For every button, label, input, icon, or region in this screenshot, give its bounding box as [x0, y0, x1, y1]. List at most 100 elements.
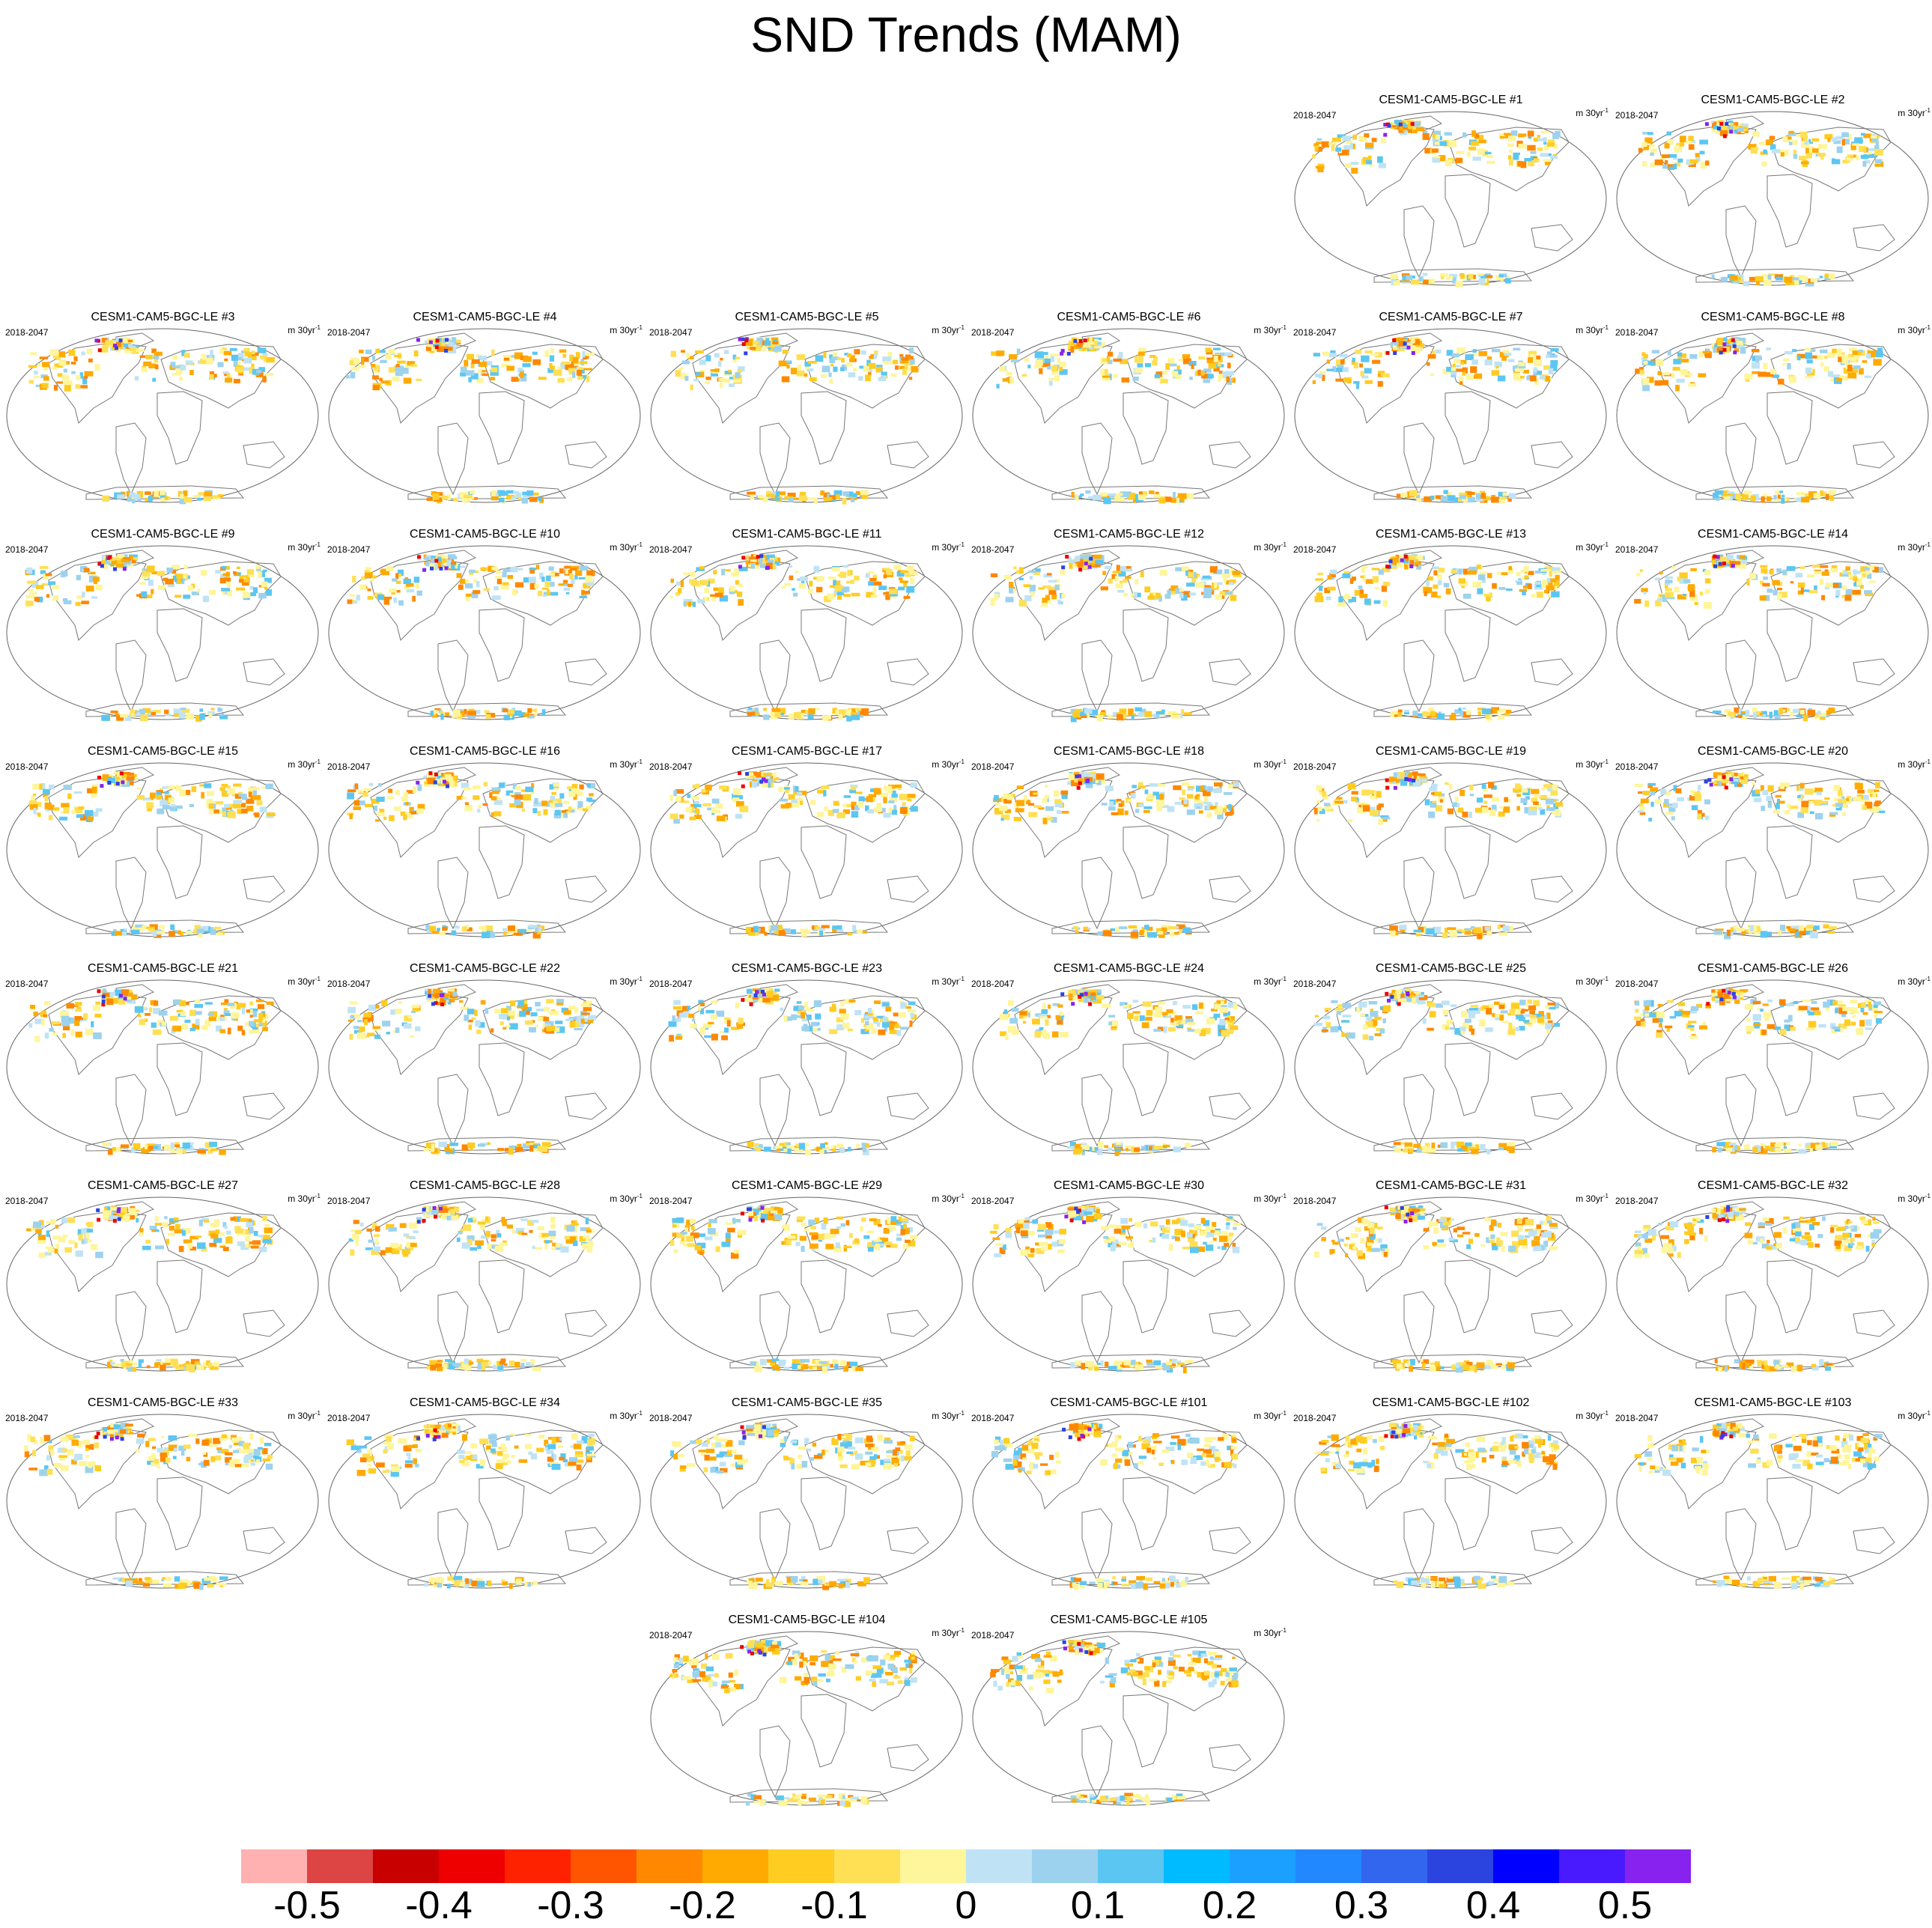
trend-cell: [1814, 925, 1820, 930]
trend-cell: [48, 815, 53, 821]
trend-cell: [199, 708, 204, 712]
trend-cell: [1137, 363, 1143, 368]
trend-cell: [1769, 569, 1773, 575]
trend-cell: [1088, 563, 1095, 566]
trend-cell: [574, 575, 578, 580]
trend-cell: [170, 924, 175, 930]
trend-cell: [1541, 787, 1547, 791]
trend-cell: [1853, 576, 1858, 582]
trend-cell: [168, 797, 175, 803]
trend-cell: [242, 592, 251, 598]
trend-cell: [460, 565, 466, 568]
trend-cell: [1497, 925, 1501, 930]
trend-cell: [174, 805, 183, 809]
trend-cell: [102, 992, 110, 997]
trend-cell: [347, 789, 356, 793]
trend-cell: [151, 931, 160, 935]
trend-cell: [83, 376, 88, 379]
trend-cell: [402, 368, 409, 374]
trend-cell: [436, 340, 442, 346]
trend-cell: [1407, 778, 1412, 782]
trend-cell: [1214, 582, 1223, 586]
trend-cell: [1543, 365, 1550, 370]
trend-cell: [1155, 491, 1159, 496]
trend-cell: [476, 581, 480, 588]
trend-cell: [1034, 568, 1041, 573]
trend-cell: [1731, 126, 1740, 132]
trend-cell: [1508, 359, 1515, 362]
trend-cell: [246, 577, 250, 583]
trend-cell: [876, 803, 882, 807]
trend-cell: [1322, 791, 1327, 797]
trend-cell: [417, 784, 422, 791]
trend-cell: [1401, 273, 1410, 277]
trend-cell: [1347, 818, 1353, 823]
trend-cell: [116, 773, 126, 779]
trend-cell: [1665, 576, 1674, 580]
trend-cell: [1869, 806, 1873, 812]
trend-cell: [1182, 354, 1191, 361]
trend-cell: [465, 593, 473, 597]
trend-cell: [711, 372, 718, 377]
trend-cell: [1546, 577, 1551, 583]
trend-cell: [1203, 587, 1212, 593]
trend-cell: [1218, 371, 1223, 374]
trend-cell: [151, 348, 157, 353]
trend-cell: [902, 802, 906, 806]
trend-cell: [131, 929, 140, 934]
trend-cell: [1112, 571, 1121, 574]
trend-cell: [265, 783, 273, 789]
trend-cell: [1360, 371, 1364, 377]
trend-cell: [994, 794, 999, 801]
trend-cell: [157, 571, 165, 577]
trend-cell: [789, 565, 793, 568]
trend-cell: [429, 925, 436, 932]
trend-cell: [1806, 496, 1811, 499]
trend-cell: [181, 708, 190, 714]
trend-cell: [1362, 574, 1366, 582]
trend-cell: [37, 812, 41, 815]
trend-cell: [586, 580, 595, 586]
trend-cell: [1849, 355, 1853, 362]
trend-cell: [1728, 711, 1735, 717]
trend-cell: [179, 931, 184, 936]
trend-cell: [875, 366, 883, 371]
trend-cell: [1368, 155, 1372, 160]
trend-cell: [908, 377, 913, 380]
trend-cell: [397, 360, 406, 364]
world-map: [6, 979, 319, 1155]
trend-cell: [1853, 569, 1857, 576]
trend-cell: [846, 714, 852, 722]
trend-cell: [1767, 274, 1772, 280]
trend-cell: [848, 372, 856, 377]
trend-cell: [724, 371, 732, 374]
trend-cell: [1769, 136, 1775, 140]
trend-cell: [1749, 573, 1757, 580]
trend-cell: [1477, 708, 1486, 711]
trend-cell: [1404, 777, 1409, 781]
trend-cell: [765, 338, 770, 343]
trend-cell: [1214, 809, 1222, 815]
panel-period: 2018-2047: [5, 761, 49, 772]
trend-cell: [1714, 490, 1724, 495]
trend-cell: [1711, 343, 1716, 347]
trend-cell: [538, 377, 547, 380]
trend-cell: [1144, 925, 1149, 930]
panel-title: CESM1-CAM5-BGC-LE #3: [91, 311, 235, 323]
trend-cell: [1523, 566, 1529, 572]
trend-cell: [43, 364, 47, 371]
coastline: [1448, 344, 1570, 409]
trend-cell: [1721, 490, 1729, 497]
trend-cell: [1120, 800, 1125, 807]
trend-cell: [753, 925, 759, 933]
trend-cell: [833, 580, 836, 586]
trend-cell: [1077, 562, 1084, 568]
trend-cell: [1650, 148, 1657, 153]
trend-cell: [1089, 346, 1093, 350]
trend-cell: [1860, 154, 1869, 159]
trend-cell: [1351, 168, 1358, 174]
trend-cell: [1478, 278, 1486, 285]
trend-cell: [1763, 149, 1767, 154]
trend-cell: [1763, 362, 1768, 369]
coastline: [1403, 205, 1435, 279]
